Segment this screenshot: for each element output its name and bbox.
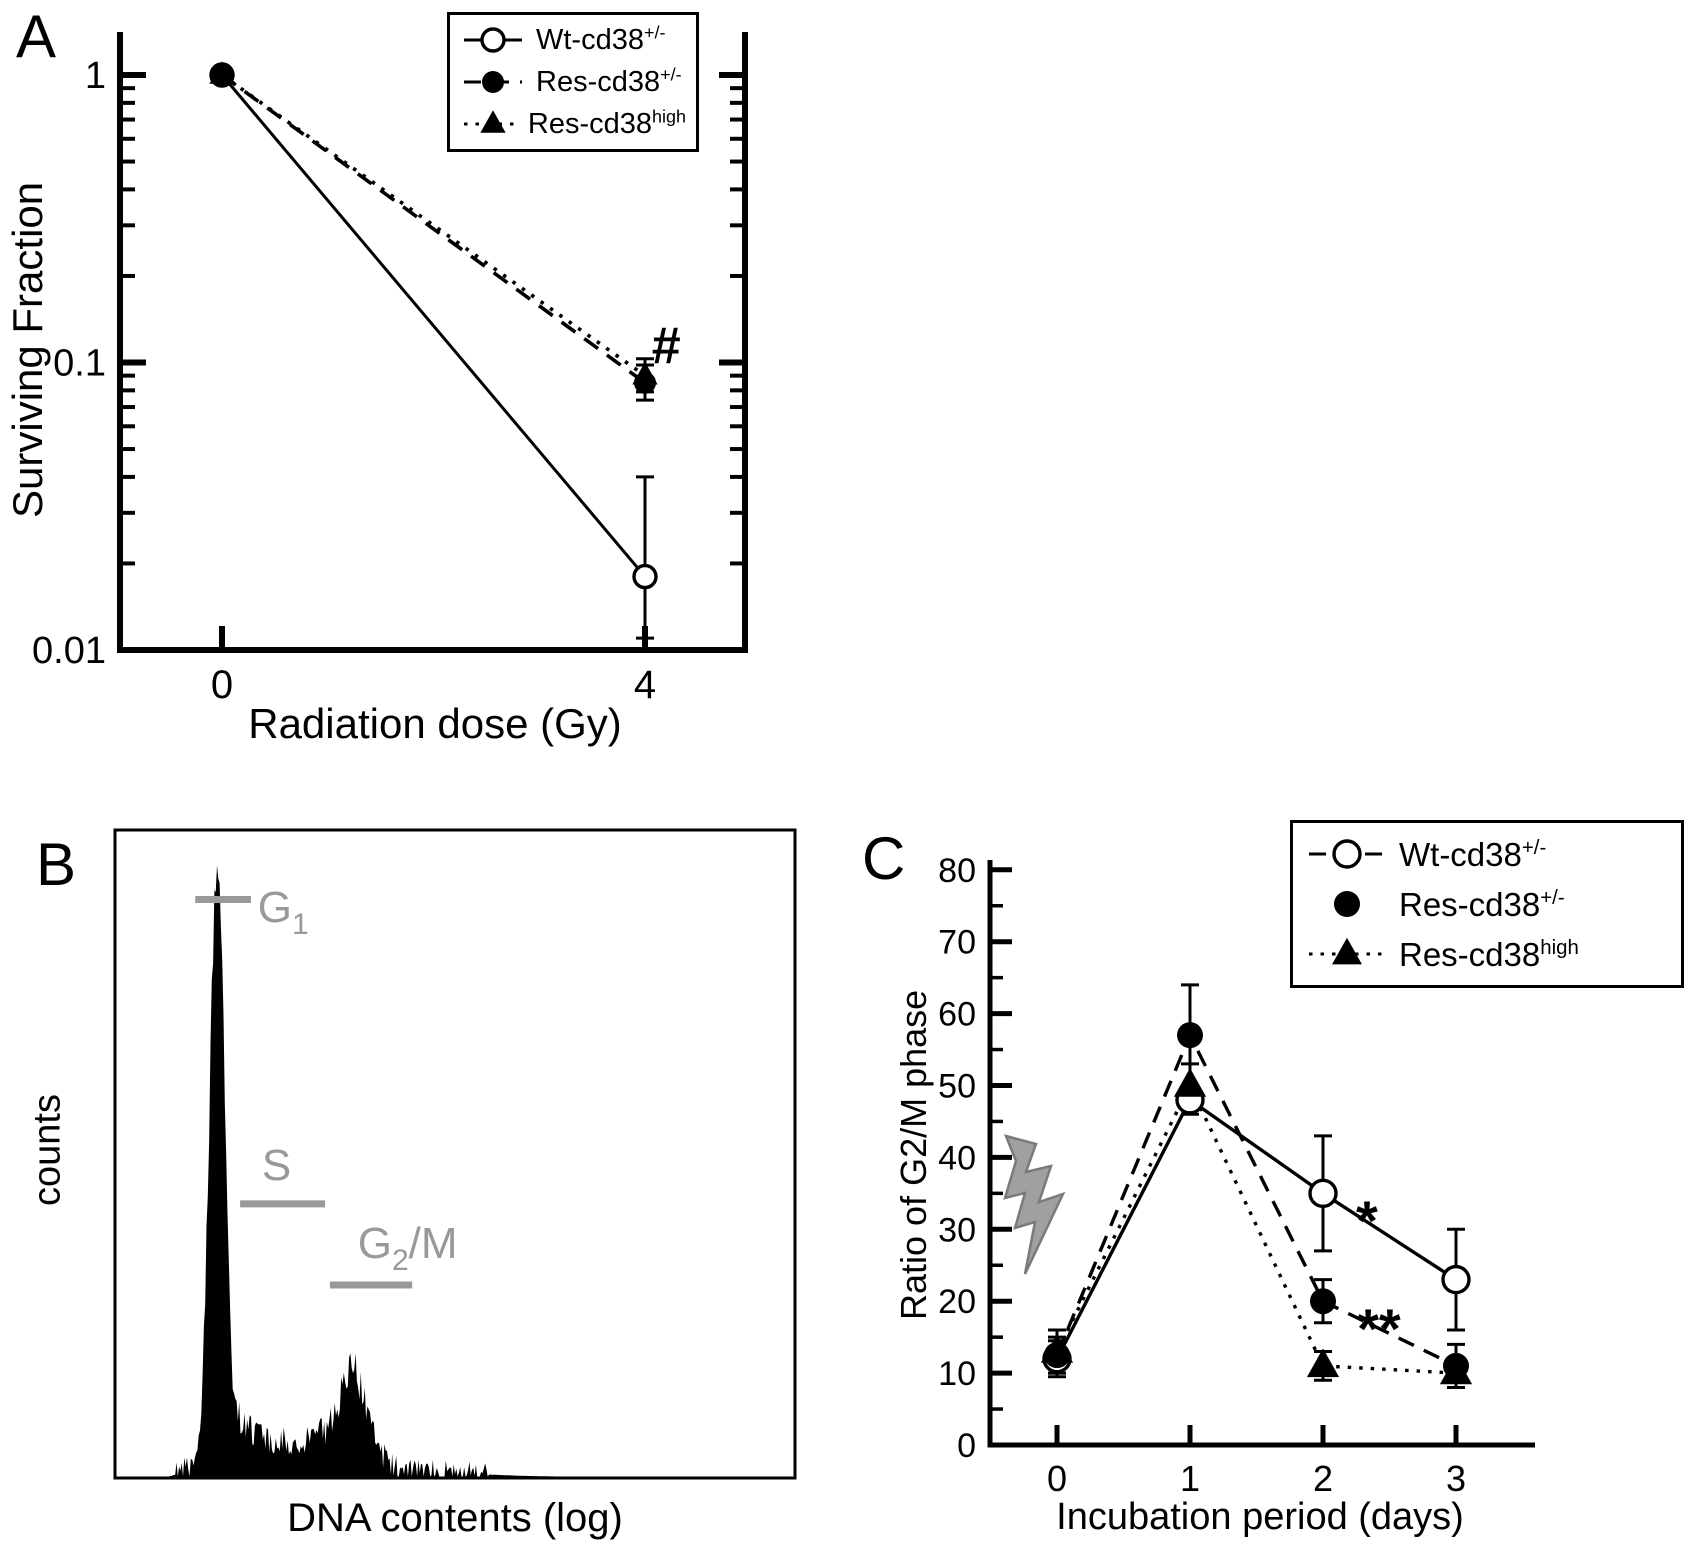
svg-text:*: *	[1356, 1189, 1378, 1252]
panel-a-letter: A	[16, 3, 57, 70]
svg-text:#: #	[652, 317, 681, 375]
axes: 0 10 20 30 40 50 60 70 80 0 1 2 3	[938, 852, 1535, 1499]
open-circle-marker	[632, 563, 658, 590]
phase-label: G2/M	[358, 1219, 458, 1277]
legend-label: Res-cd38high	[1399, 935, 1579, 973]
svg-text:0.1: 0.1	[53, 343, 106, 385]
open-circle-marker	[1332, 839, 1362, 869]
panel-c-x-axis-title: Incubation period (days)	[1056, 1496, 1464, 1538]
svg-text:0.01: 0.01	[32, 630, 106, 672]
filled-circle-marker	[482, 71, 504, 93]
svg-text:4: 4	[634, 663, 656, 707]
panel-a-legend: Wt-cd38+/- Res-cd38+/- Res-cd38high	[447, 12, 699, 152]
svg-text:10: 10	[938, 1355, 976, 1393]
legend-item-res-cd38: Res-cd38+/-	[1305, 887, 1669, 921]
filled-circle-marker-icon	[464, 71, 522, 93]
filled-triangle-marker	[480, 110, 506, 133]
filled-circle-marker	[1310, 1288, 1336, 1315]
filled-circle-marker	[1334, 891, 1360, 917]
legend-label: Wt-cd38+/-	[1399, 835, 1547, 873]
panel-a-x-axis-title: Radiation dose (Gy)	[248, 700, 622, 747]
filled-triangle-marker	[1306, 1348, 1340, 1378]
legend-label: Res-cd38+/-	[1399, 885, 1565, 923]
series-Wt-cd38+/-	[220, 74, 654, 640]
filled-triangle-marker-icon	[1309, 937, 1385, 965]
svg-text:60: 60	[938, 996, 976, 1034]
legend-label: Res-cd38+/-	[536, 63, 682, 98]
svg-text:3: 3	[1446, 1458, 1466, 1499]
legend-label: Res-cd38high	[527, 105, 686, 140]
svg-text:1: 1	[1180, 1458, 1200, 1499]
phase-label: G1	[258, 883, 309, 941]
legend-item-wt-cd38: Wt-cd38+/-	[460, 21, 686, 56]
panel-b: G1 S G2/M B counts DNA contents (log)	[0, 810, 820, 1567]
dna-content-histogram	[115, 865, 795, 1477]
open-circle-marker	[1308, 1178, 1338, 1209]
legend-label: Wt-cd38+/-	[536, 21, 666, 56]
panel-a-y-axis-title: Surviving Fraction	[4, 181, 51, 519]
svg-text:2: 2	[1313, 1458, 1333, 1499]
plot-frame	[113, 828, 797, 1480]
open-circle-marker-icon	[464, 27, 522, 53]
panel-c-letter: C	[862, 825, 906, 892]
phase-label: S	[262, 1141, 291, 1190]
filled-triangle-marker-icon	[464, 110, 518, 133]
axes: 1 0.1 0.01 0 4	[32, 32, 748, 707]
lightning-bolt-icon	[1003, 1134, 1066, 1275]
svg-text:50: 50	[938, 1068, 976, 1106]
panel-c: 0 10 20 30 40 50 60 70 80 0 1 2 3 * ** C Ratio of G2/M…	[820, 810, 1685, 1567]
svg-text:80: 80	[938, 852, 976, 890]
panel-b-y-axis-title: counts	[26, 1094, 69, 1206]
svg-text:0: 0	[1047, 1458, 1067, 1499]
filled-triangle-marker	[1040, 1334, 1074, 1363]
legend-item-wt-cd38: Wt-cd38+/-	[1305, 837, 1669, 871]
panel-b-letter: B	[36, 831, 77, 898]
svg-text:0: 0	[211, 663, 233, 707]
open-circle-marker	[1441, 1264, 1471, 1295]
filled-triangle-marker	[1173, 1068, 1207, 1097]
panel-a-plot: 1 0.1 0.01 0 4 #	[32, 32, 748, 707]
panel-c-y-axis-title: Ratio of G2/M phase	[893, 989, 934, 1321]
filled-triangle-marker	[1439, 1355, 1473, 1385]
filled-triangle-marker	[209, 61, 235, 84]
series-Res-cd38+/-	[1048, 983, 1465, 1389]
svg-text:70: 70	[938, 924, 976, 962]
svg-text:30: 30	[938, 1211, 976, 1249]
panel-b-plot: G1 S G2/M	[113, 828, 797, 1480]
svg-text:**: **	[1357, 1297, 1401, 1360]
filled-circle-marker-icon	[1334, 891, 1360, 917]
panel-c-legend: Wt-cd38+/- Res-cd38+/- Res-cd38high	[1290, 820, 1684, 988]
svg-text:0: 0	[957, 1427, 976, 1465]
filled-circle-marker	[1177, 1022, 1203, 1049]
svg-text:40: 40	[938, 1139, 976, 1177]
open-circle-marker-icon	[1309, 839, 1385, 869]
series-Wt-cd38+/-	[1048, 1084, 1465, 1379]
legend-item-res-cd38-high: Res-cd38high	[1305, 937, 1669, 971]
legend-item-res-cd38: Res-cd38+/-	[460, 63, 686, 98]
legend-item-res-cd38-high: Res-cd38high	[460, 105, 686, 140]
panel-a: 1 0.1 0.01 0 4 # A Surviving Fraction Radiati…	[0, 0, 820, 805]
panel-b-x-axis-title: DNA contents (log)	[287, 1496, 623, 1540]
svg-text:20: 20	[938, 1283, 976, 1321]
filled-triangle-marker	[1332, 937, 1362, 965]
filled-triangle-marker	[632, 361, 658, 385]
svg-text:1: 1	[85, 55, 106, 97]
open-circle-marker	[480, 27, 506, 53]
